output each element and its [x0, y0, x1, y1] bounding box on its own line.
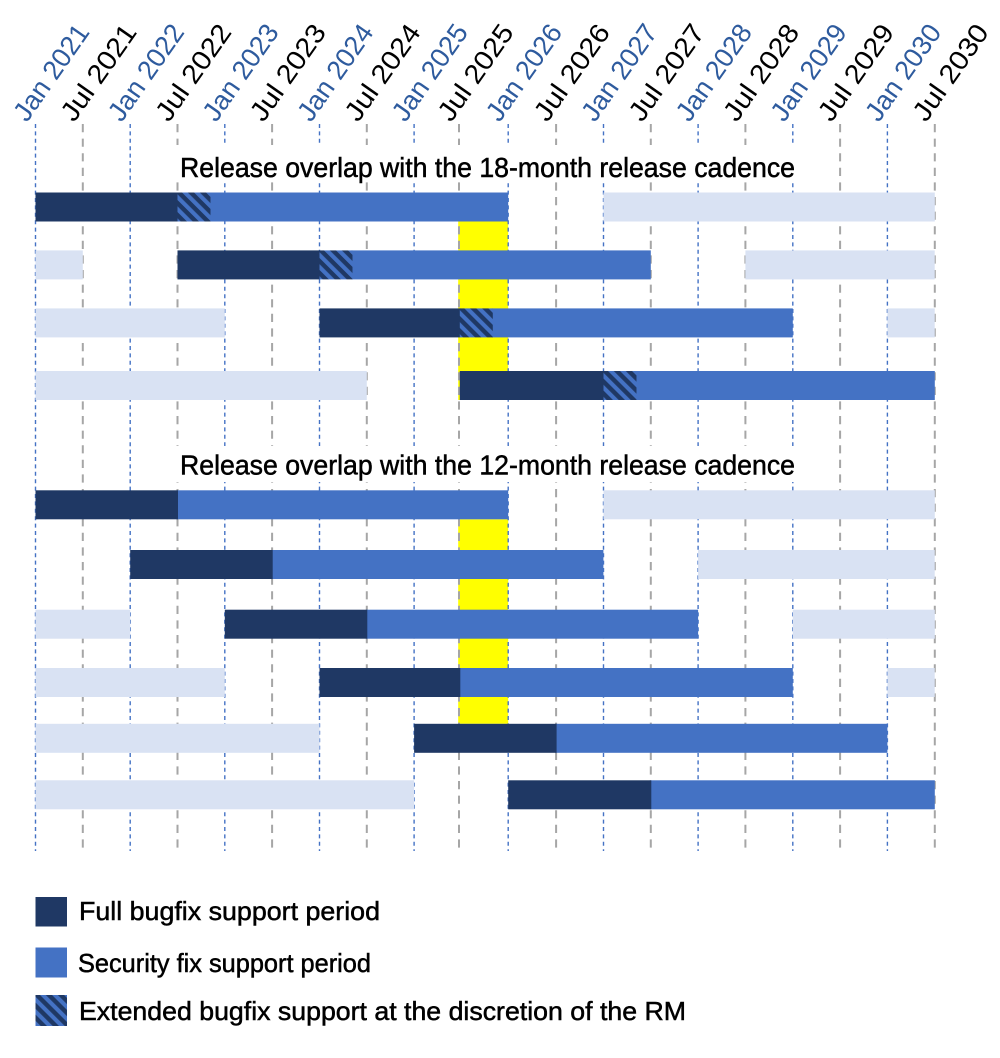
svg-text:Extended bugfix support at the: Extended bugfix support at the discretio… [79, 996, 686, 1026]
svg-text:Full bugfix support period: Full bugfix support period [79, 896, 380, 926]
svg-text:Release overlap with the 18-mo: Release overlap with the 18-month releas… [180, 152, 795, 183]
svg-text:Release overlap with the 12-mo: Release overlap with the 12-month releas… [180, 449, 795, 480]
svg-text:Security fix support period: Security fix support period [78, 948, 371, 978]
